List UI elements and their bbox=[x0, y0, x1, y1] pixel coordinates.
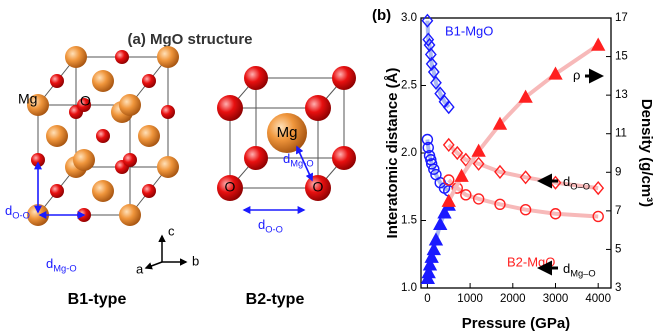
d-mgo-label-main: d bbox=[283, 151, 290, 166]
crystal-axes: c b a bbox=[136, 223, 199, 276]
o-label: O bbox=[80, 93, 91, 109]
annotation-sub: O–O bbox=[570, 182, 590, 192]
y2-tick-label: 7 bbox=[615, 205, 621, 217]
annotation: B1-MgO bbox=[445, 23, 493, 38]
chart: 0 1000 2000 3000 4000 1.0 1.5 2.0 2.5 3.0 3 5 7 9 11 13… bbox=[372, 7, 655, 332]
mg-atom bbox=[119, 94, 141, 116]
o-atom bbox=[123, 153, 137, 167]
x-tick-label: 0 bbox=[424, 293, 430, 305]
mg-atom bbox=[119, 204, 141, 226]
d-mgo-label-sub: Mg-O bbox=[290, 159, 313, 169]
annotation: dMg–O bbox=[563, 261, 596, 279]
mg-label: Mg bbox=[277, 124, 298, 141]
o-atom bbox=[217, 95, 243, 121]
y-axis-title: Interatomic distance (Å) bbox=[384, 68, 401, 239]
x-axis-title: Pressure (GPa) bbox=[462, 315, 570, 332]
y2-tick-label: 15 bbox=[615, 51, 628, 63]
x-tick-label: 1000 bbox=[457, 293, 483, 305]
o-atom bbox=[161, 105, 175, 119]
b2-label: B2-type bbox=[246, 291, 305, 308]
o-atom bbox=[332, 66, 356, 90]
o-atom bbox=[50, 184, 64, 198]
y2-tick-label: 17 bbox=[615, 12, 628, 24]
y2-axis-title: Density (g/cm³) bbox=[638, 99, 655, 207]
point bbox=[434, 218, 446, 229]
y-tick-label: 2.0 bbox=[401, 147, 417, 159]
o-atom bbox=[115, 50, 129, 64]
y2-tick-label: 13 bbox=[615, 89, 628, 101]
mg-atom bbox=[73, 149, 95, 171]
d-oo-label-main: d bbox=[258, 217, 265, 232]
o-atom bbox=[332, 146, 356, 170]
o-atom bbox=[142, 184, 156, 198]
o-atom bbox=[142, 74, 156, 88]
mg-atom bbox=[157, 46, 179, 68]
o-label: O bbox=[313, 179, 324, 195]
mg-atom bbox=[92, 180, 114, 202]
axis-b: b bbox=[192, 253, 199, 268]
d-mgo-label: dMg-O bbox=[283, 151, 314, 169]
axis-a: a bbox=[136, 261, 144, 276]
d-oo-label-sub: O-O bbox=[265, 225, 283, 235]
y2-tick-label: 5 bbox=[615, 243, 621, 255]
o-atom bbox=[305, 95, 331, 121]
d-oo-label-main: d bbox=[5, 203, 12, 218]
y-tick-label: 2.5 bbox=[401, 80, 417, 92]
d-oo-label: dO-O bbox=[5, 203, 30, 221]
point bbox=[430, 234, 442, 245]
b1-label: B1-type bbox=[68, 291, 127, 308]
annotation: ρ bbox=[573, 67, 580, 82]
o-atom bbox=[244, 66, 268, 90]
structure-title: (a) MgO structure bbox=[127, 31, 252, 48]
annotation: dO–O bbox=[563, 174, 590, 192]
d-mgo-label: dMg-O bbox=[46, 256, 77, 274]
panel-label: (b) bbox=[372, 7, 391, 24]
d-oo-label: dO-O bbox=[258, 217, 283, 235]
x-tick-label: 2000 bbox=[500, 293, 526, 305]
mg-label: Mg bbox=[18, 91, 37, 107]
mg-atom bbox=[157, 156, 179, 178]
figure: (a) MgO structure MgOdO-OdMg-O MgOOdMg-O… bbox=[0, 0, 659, 335]
y-tick-label: 1.0 bbox=[401, 282, 417, 294]
y2-tick-label: 3 bbox=[615, 282, 621, 294]
y-tick-label: 1.5 bbox=[401, 215, 417, 227]
mg-atom bbox=[138, 125, 160, 147]
point bbox=[592, 39, 604, 50]
o-atom bbox=[50, 74, 64, 88]
annotation-main: d bbox=[563, 174, 570, 189]
axis-c: c bbox=[168, 223, 175, 238]
y2-tick-label: 11 bbox=[615, 128, 627, 140]
annotation-sub: Mg–O bbox=[570, 269, 595, 279]
mg-atom bbox=[92, 70, 114, 92]
annotation-main: d bbox=[563, 261, 570, 276]
d-oo-label-sub: O-O bbox=[12, 211, 30, 221]
mg-atom bbox=[46, 125, 68, 147]
o-atom bbox=[96, 129, 110, 143]
y-tick-label: 3.0 bbox=[401, 12, 417, 24]
x-tick-label: 3000 bbox=[543, 293, 569, 305]
plot-frame bbox=[421, 18, 611, 288]
mg-atom bbox=[65, 46, 87, 68]
o-atom bbox=[244, 146, 268, 170]
y2-tick-label: 9 bbox=[615, 166, 621, 178]
d-mgo-label-sub: Mg-O bbox=[53, 264, 76, 274]
d-mgo-label-main: d bbox=[46, 256, 53, 271]
x-tick-label: 4000 bbox=[585, 293, 611, 305]
o-label: O bbox=[225, 179, 236, 195]
